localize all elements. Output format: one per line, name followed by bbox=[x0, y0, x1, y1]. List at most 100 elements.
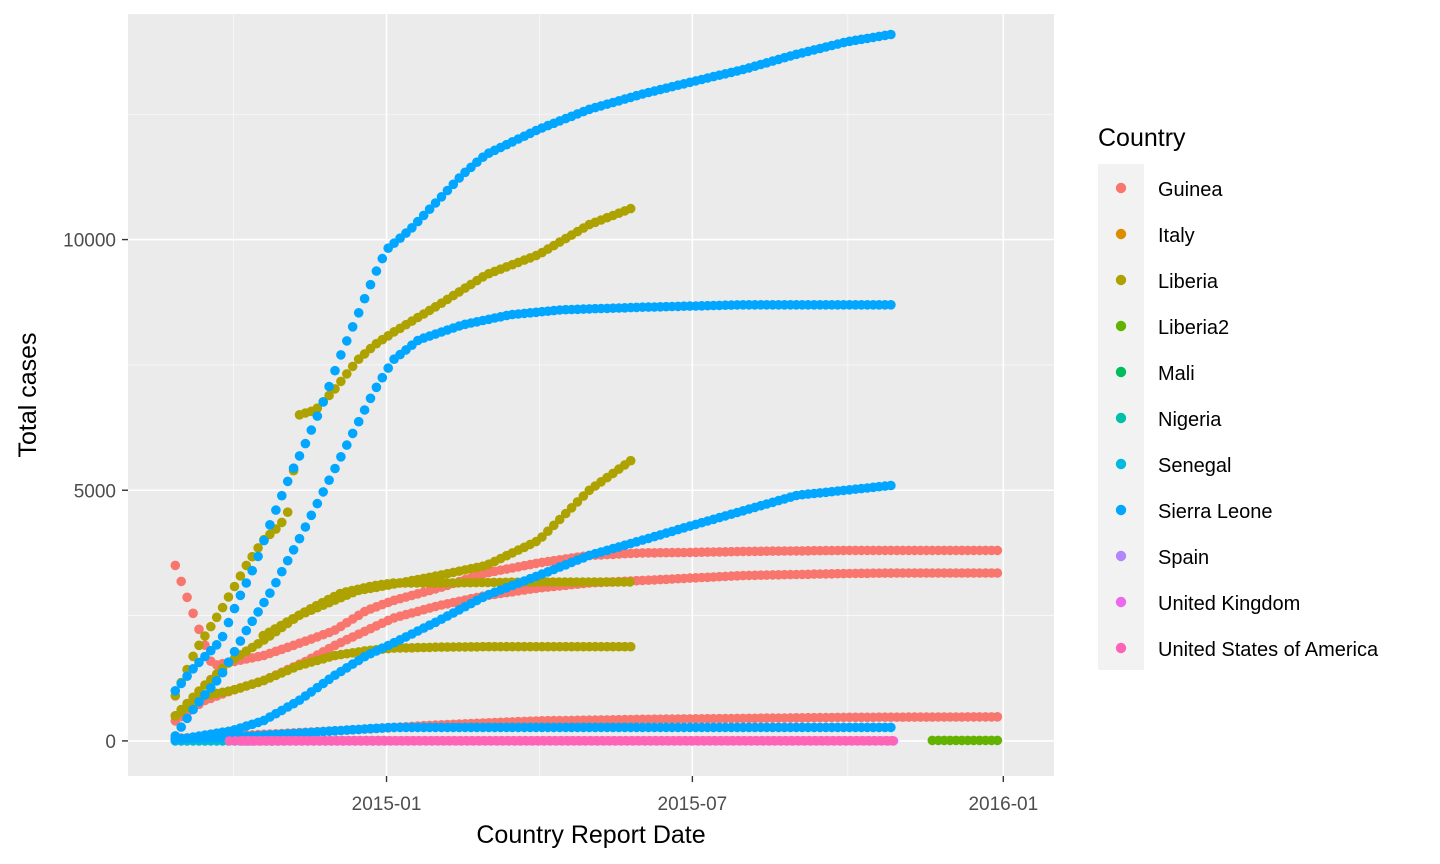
data-point-sierra-leone bbox=[365, 279, 376, 290]
data-point-liberia2 bbox=[992, 735, 1003, 746]
data-point-sierra-leone bbox=[383, 363, 394, 373]
data-point-sierra-leone bbox=[241, 625, 252, 636]
legend-key-united-kingdom bbox=[1115, 596, 1127, 608]
data-point-sierra-leone bbox=[318, 487, 329, 497]
data-point-sierra-leone bbox=[259, 597, 269, 608]
data-point-sierra-leone bbox=[188, 704, 198, 715]
legend-label: Spain bbox=[1158, 547, 1209, 569]
data-point-sierra-leone bbox=[235, 636, 246, 646]
legend-label: Nigeria bbox=[1158, 409, 1222, 431]
data-point-sierra-leone bbox=[318, 397, 329, 407]
legend-label: United States of America bbox=[1158, 639, 1379, 661]
data-point-guinea bbox=[992, 545, 1003, 556]
data-point-sierra-leone bbox=[200, 651, 210, 662]
data-point-sierra-leone bbox=[282, 476, 293, 487]
data-point-liberia bbox=[200, 631, 210, 641]
data-point-sierra-leone bbox=[353, 416, 364, 427]
data-point-liberia bbox=[229, 581, 240, 592]
data-point-sierra-leone bbox=[194, 657, 204, 668]
data-point-liberia bbox=[554, 514, 565, 525]
data-point-liberia bbox=[206, 621, 216, 632]
legend-title: Country bbox=[1098, 124, 1186, 152]
legend: Country Guinea Italy Liberia Liberia2 Mali Ni… bbox=[1098, 124, 1379, 670]
data-point-liberia bbox=[537, 532, 547, 542]
data-point-united-states-of-america bbox=[887, 735, 897, 746]
data-point-sierra-leone bbox=[200, 690, 210, 700]
data-point-sierra-leone bbox=[413, 216, 423, 227]
data-point-sierra-leone bbox=[211, 640, 222, 650]
data-point-sierra-leone bbox=[217, 667, 228, 678]
data-point-sierra-leone bbox=[347, 322, 358, 332]
y-axis-ticks: 0 5000 10000 bbox=[63, 231, 128, 753]
data-point-sierra-leone bbox=[277, 566, 287, 577]
data-point-liberia bbox=[194, 640, 204, 651]
data-point-sierra-leone bbox=[229, 646, 240, 657]
data-point-liberia bbox=[549, 520, 559, 531]
data-point-sierra-leone bbox=[342, 336, 352, 346]
data-point-liberia bbox=[235, 571, 246, 581]
data-point-sierra-leone bbox=[182, 671, 192, 681]
data-point-sierra-leone bbox=[448, 179, 459, 190]
data-point-liberia bbox=[211, 612, 222, 623]
data-point-liberia bbox=[578, 491, 589, 501]
data-point-sierra-leone bbox=[342, 440, 352, 450]
data-point-sierra-leone bbox=[188, 664, 198, 674]
y-tick-label: 0 bbox=[105, 732, 116, 753]
data-point-guinea bbox=[194, 624, 204, 635]
data-point-sierra-leone bbox=[306, 425, 317, 435]
data-point-sierra-leone bbox=[359, 293, 370, 304]
legend-key-nigeria bbox=[1115, 412, 1127, 424]
data-point-guinea bbox=[992, 712, 1003, 722]
legend-label: Liberia2 bbox=[1158, 317, 1229, 339]
data-point-liberia bbox=[336, 376, 346, 387]
data-point-sierra-leone bbox=[265, 520, 275, 530]
data-point-sierra-leone bbox=[271, 577, 281, 588]
data-point-sierra-leone bbox=[330, 365, 340, 376]
data-point-sierra-leone bbox=[306, 510, 317, 521]
data-point-sierra-leone bbox=[330, 463, 340, 474]
data-point-liberia bbox=[347, 361, 358, 372]
data-point-sierra-leone bbox=[271, 505, 281, 515]
legend-key-liberia2 bbox=[1115, 320, 1127, 332]
data-point-sierra-leone bbox=[288, 545, 299, 555]
data-point-liberia bbox=[543, 526, 553, 536]
data-point-sierra-leone bbox=[282, 555, 293, 566]
data-point-sierra-leone bbox=[353, 308, 364, 318]
data-point-liberia bbox=[566, 503, 577, 513]
data-point-sierra-leone bbox=[359, 405, 370, 415]
x-tick-label: 2015-01 bbox=[352, 794, 422, 815]
data-point-sierra-leone bbox=[436, 192, 447, 202]
legend-key-sierra-leone bbox=[1115, 504, 1127, 516]
x-axis-ticks: 2015-01 2015-07 2016-01 bbox=[352, 776, 1038, 815]
legend-label: Liberia bbox=[1158, 271, 1219, 293]
data-point-sierra-leone bbox=[336, 452, 346, 462]
data-point-liberia bbox=[253, 543, 263, 553]
data-point-liberia bbox=[188, 651, 198, 662]
legend-key-mali bbox=[1115, 366, 1127, 378]
data-point-sierra-leone bbox=[418, 210, 429, 221]
legend-key-united-states-of-america bbox=[1115, 642, 1127, 654]
data-point-sierra-leone bbox=[454, 173, 465, 183]
data-point-sierra-leone bbox=[407, 223, 417, 233]
legend-label: Mali bbox=[1158, 363, 1195, 385]
data-point-liberia bbox=[223, 592, 234, 602]
data-point-sierra-leone bbox=[176, 678, 186, 689]
data-point-sierra-leone bbox=[241, 578, 252, 588]
x-axis-title: Country Report Date bbox=[476, 821, 705, 849]
data-point-liberia bbox=[324, 390, 334, 401]
data-point-sierra-leone bbox=[170, 686, 181, 696]
legend-key-senegal bbox=[1115, 458, 1127, 470]
data-point-sierra-leone bbox=[371, 266, 382, 276]
data-point-sierra-leone bbox=[347, 428, 358, 439]
data-point-liberia bbox=[625, 455, 636, 466]
data-point-sierra-leone bbox=[424, 204, 435, 214]
data-point-guinea bbox=[182, 592, 192, 603]
data-point-sierra-leone bbox=[247, 565, 257, 576]
x-tick-label: 2016-01 bbox=[968, 794, 1038, 815]
data-point-sierra-leone bbox=[223, 617, 234, 628]
data-point-sierra-leone bbox=[430, 198, 441, 208]
plot-panel bbox=[128, 14, 1054, 776]
data-point-sierra-leone bbox=[217, 631, 228, 642]
data-point-sierra-leone bbox=[371, 382, 382, 393]
data-point-liberia bbox=[312, 403, 323, 414]
